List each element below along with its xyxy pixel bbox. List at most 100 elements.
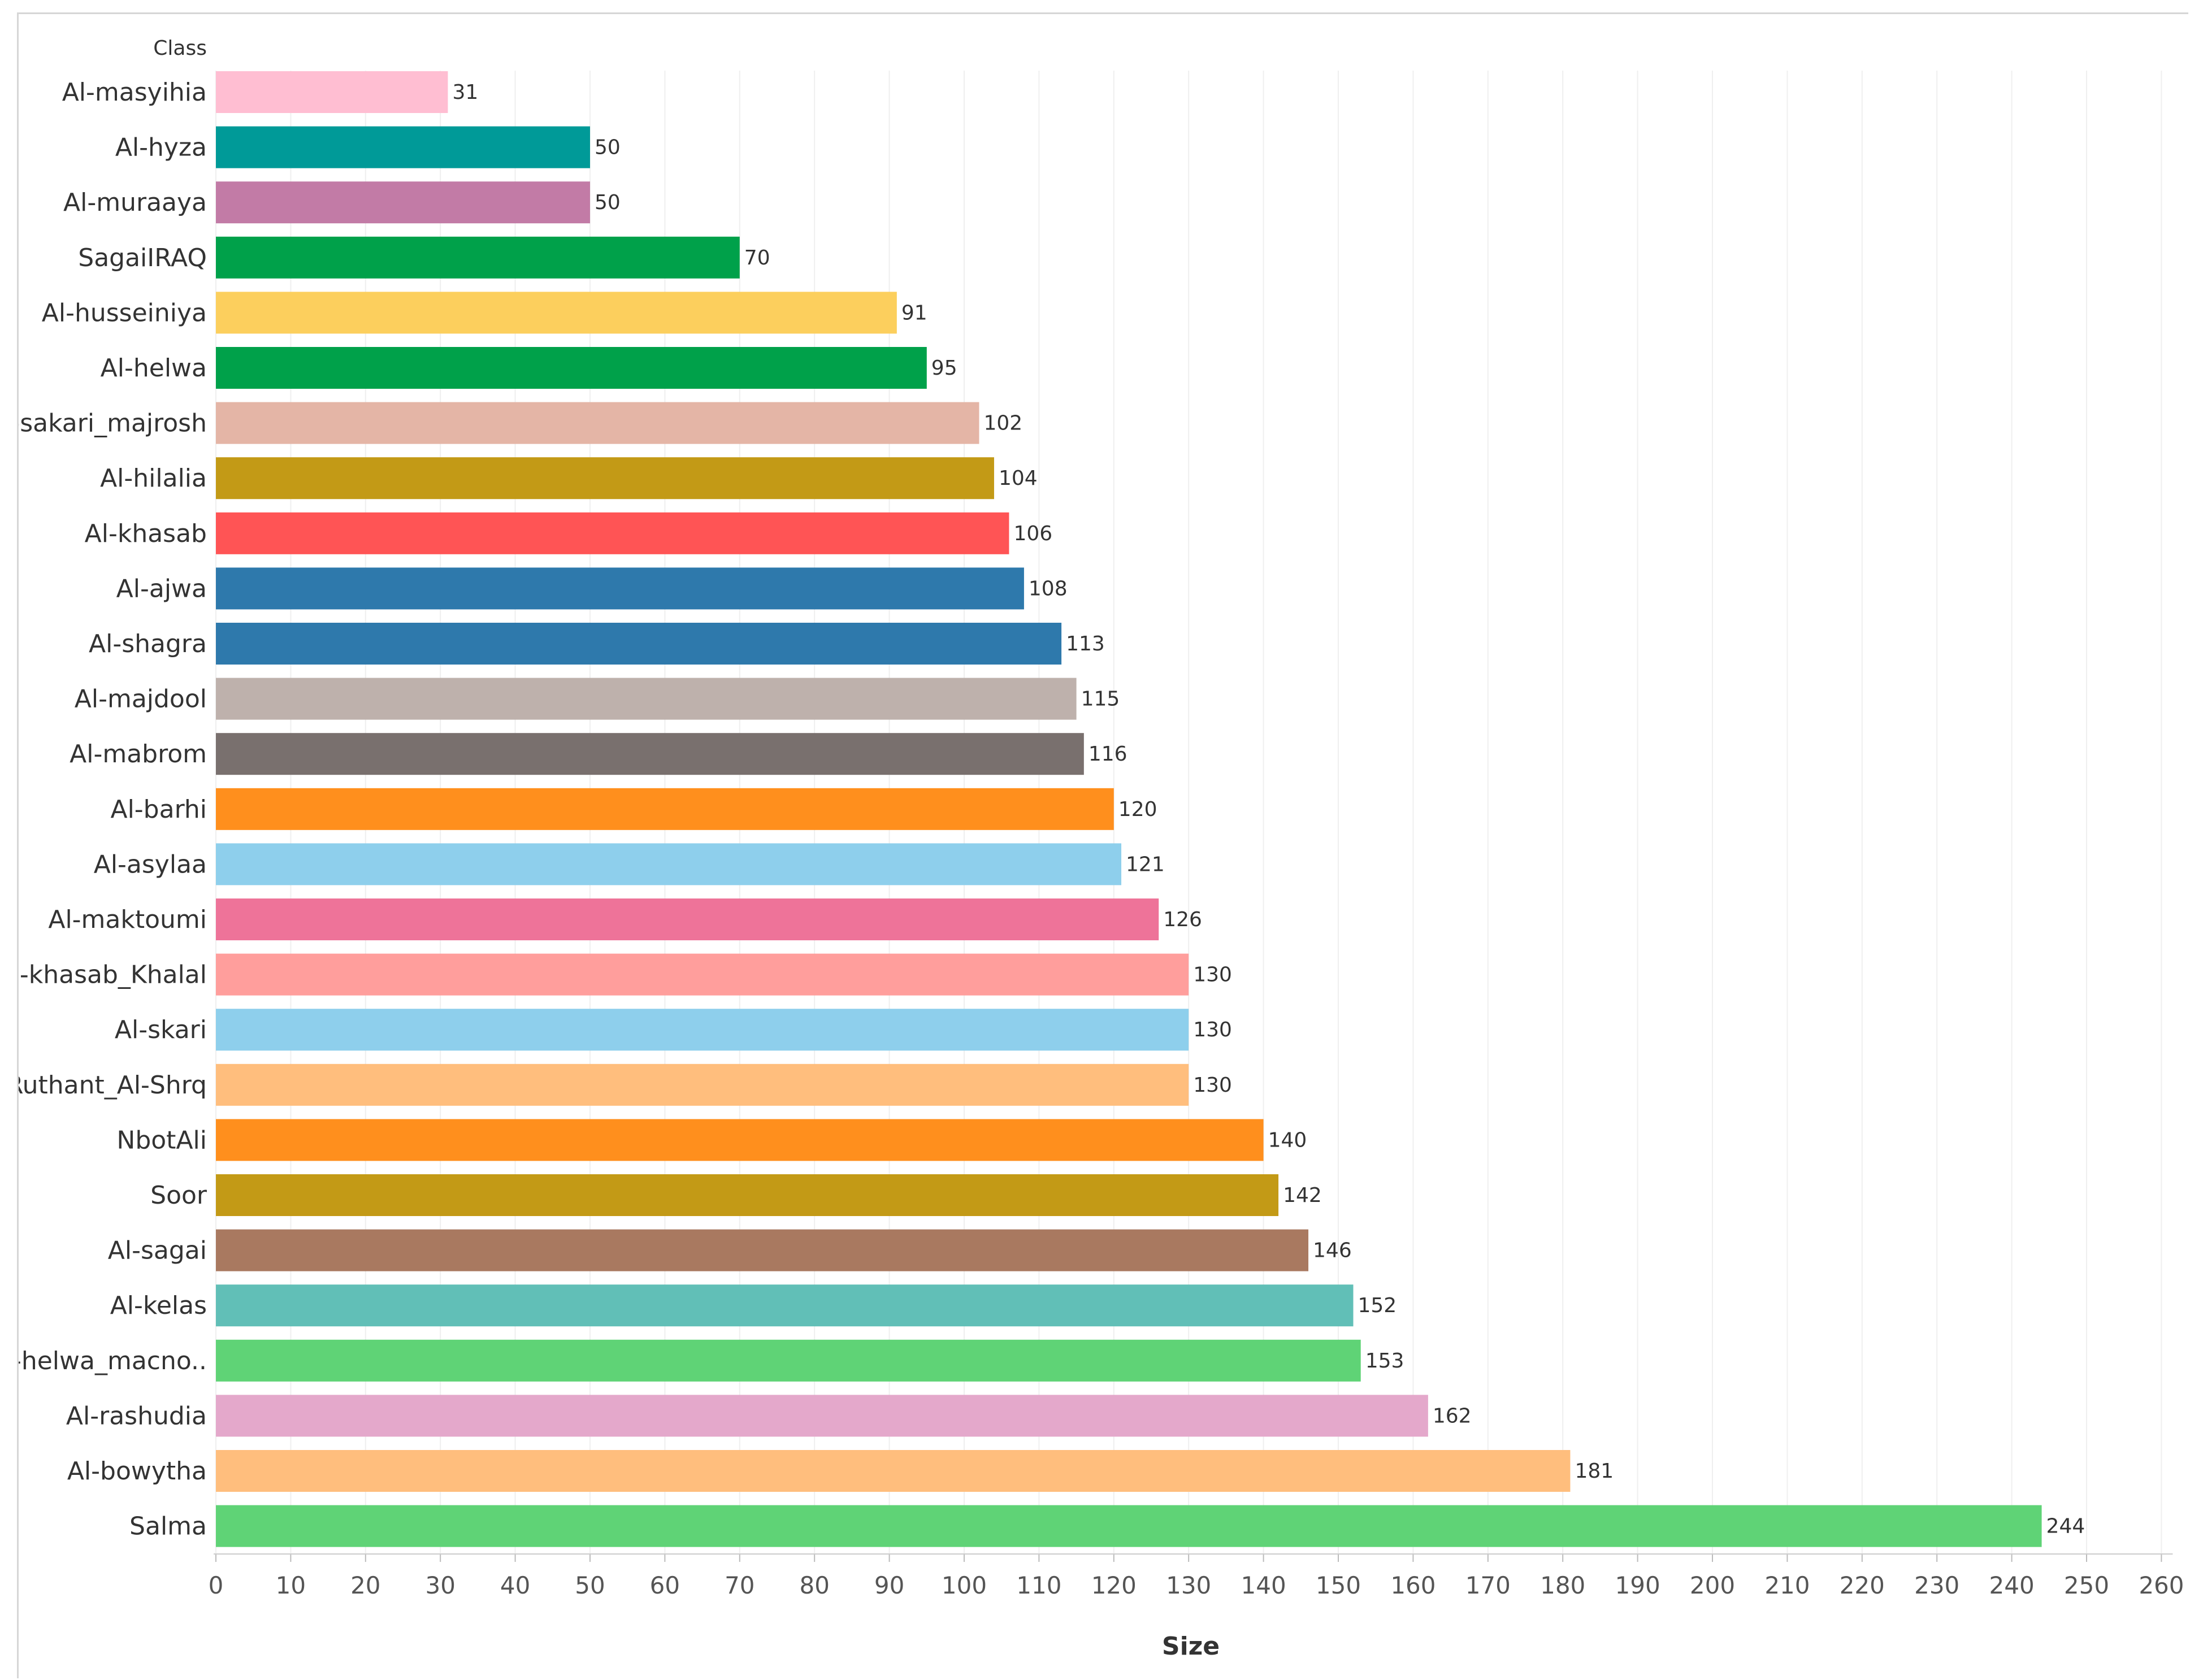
data-label: 130 [1193, 1018, 1232, 1041]
data-label: 50 [595, 191, 621, 214]
category-label: Al-rashudia [66, 1401, 207, 1430]
x-tick-label: 260 [2139, 1572, 2184, 1599]
bar [216, 678, 1077, 720]
category-label: Al-shagra [89, 630, 207, 658]
x-tick-label: 160 [1390, 1572, 1436, 1599]
category-label: Al-asylaa [94, 850, 207, 879]
category-label: Al-majdool [75, 685, 207, 714]
category-label: SagaiIRAQ [78, 244, 207, 272]
bar [216, 788, 1114, 830]
bar [216, 347, 927, 389]
category-label: Al-husseiniya [42, 298, 207, 327]
category-label: Al-bowytha [67, 1457, 207, 1486]
bar [216, 1119, 1264, 1161]
data-label: 152 [1358, 1294, 1397, 1317]
bar [216, 457, 994, 500]
category-label: NbotAli [116, 1126, 207, 1154]
data-label: 102 [983, 412, 1022, 435]
x-tick-label: 190 [1615, 1572, 1660, 1599]
data-label: 31 [452, 81, 478, 104]
category-label: Al-helwa [101, 354, 207, 383]
data-label: 146 [1313, 1239, 1352, 1262]
category-label: Al-masyihia [62, 78, 207, 107]
x-tick-label: 60 [650, 1572, 680, 1599]
bar [216, 1284, 1354, 1327]
x-tick-label: 70 [725, 1572, 754, 1599]
bar [216, 898, 1159, 940]
x-tick-label: 170 [1465, 1572, 1511, 1599]
data-label: 113 [1066, 632, 1105, 655]
data-label: 142 [1283, 1184, 1322, 1207]
data-label: 70 [744, 246, 770, 270]
data-label: 130 [1193, 963, 1232, 987]
category-label: Al-hilalia [100, 464, 207, 493]
bars [216, 71, 2042, 1547]
category-labels: Al-masyihia Al-hyza Al-muraaya SagaiIRAQ Al-… [19, 78, 207, 1541]
bar [216, 1174, 1279, 1216]
category-label: Al-helwa_macno.. [19, 1347, 207, 1375]
x-tick-label: 0 [209, 1572, 224, 1599]
bar [216, 1395, 1428, 1437]
x-tick-label: 220 [1840, 1572, 1885, 1599]
x-tick-label: 250 [2064, 1572, 2109, 1599]
category-label: Al-kelas [110, 1291, 207, 1320]
bar [216, 512, 1009, 554]
x-tick-label: 210 [1764, 1572, 1810, 1599]
bar [216, 292, 897, 334]
chart-frame: Class Al-masyihia Al-hyza Al-muraaya SagaiI… [17, 12, 2188, 1678]
bar [216, 71, 448, 113]
data-label: 244 [2046, 1515, 2085, 1538]
bar-chart: Class Al-masyihia Al-hyza Al-muraaya SagaiI… [19, 37, 2184, 1661]
x-tick-label: 230 [1914, 1572, 1959, 1599]
data-label: 121 [1126, 853, 1165, 876]
category-label: Al-sakari_majrosh [19, 409, 207, 438]
category-label: Al-mabrom [70, 740, 207, 769]
data-label: 95 [931, 357, 957, 380]
bar [216, 126, 590, 168]
bar [216, 567, 1024, 610]
data-label: 91 [901, 301, 927, 324]
data-label: 106 [1013, 522, 1052, 545]
bar [216, 1505, 2042, 1547]
x-tick-label: 80 [799, 1572, 829, 1599]
bar [216, 953, 1189, 996]
category-label: Al-khasab_Khalal [19, 961, 207, 989]
x-tick-label: 240 [1989, 1572, 2035, 1599]
x-tick-label: 200 [1690, 1572, 1735, 1599]
data-label: 104 [999, 467, 1038, 490]
bar [216, 733, 1084, 775]
category-label: Al-sagai [108, 1236, 207, 1265]
x-tick-label: 130 [1166, 1572, 1211, 1599]
data-label: 181 [1575, 1460, 1614, 1483]
x-tick-label: 30 [425, 1572, 455, 1599]
category-label: Al-khasab [85, 519, 207, 548]
x-tick-label: 90 [874, 1572, 904, 1599]
row-header-label: Class [153, 37, 207, 60]
x-tick-label: 120 [1091, 1572, 1137, 1599]
data-label: 153 [1365, 1349, 1404, 1373]
category-label: Ruthant_Al-Shrq [19, 1071, 207, 1100]
bar [216, 181, 590, 224]
bar [216, 843, 1122, 885]
bar [216, 236, 740, 279]
category-label: Al-ajwa [116, 574, 207, 603]
data-label: 120 [1118, 798, 1157, 821]
data-label: 116 [1089, 743, 1127, 766]
category-label: Soor [150, 1181, 207, 1210]
data-label: 50 [595, 136, 621, 159]
data-label: 140 [1268, 1128, 1307, 1152]
bar [216, 1339, 1361, 1382]
x-tick-label: 180 [1540, 1572, 1585, 1599]
x-tick-label: 140 [1241, 1572, 1286, 1599]
bar [216, 1450, 1571, 1492]
x-tick-label: 10 [276, 1572, 306, 1599]
category-label: Al-skari [115, 1015, 207, 1044]
category-label: Al-hyza [115, 133, 207, 162]
x-tick-label: 40 [500, 1572, 530, 1599]
bar [216, 1063, 1189, 1106]
x-tick-label: 20 [350, 1572, 380, 1599]
x-tick-label: 150 [1316, 1572, 1361, 1599]
category-label: Salma [129, 1512, 207, 1541]
data-label: 126 [1163, 908, 1202, 931]
x-axis-title: Size [1162, 1632, 1220, 1661]
